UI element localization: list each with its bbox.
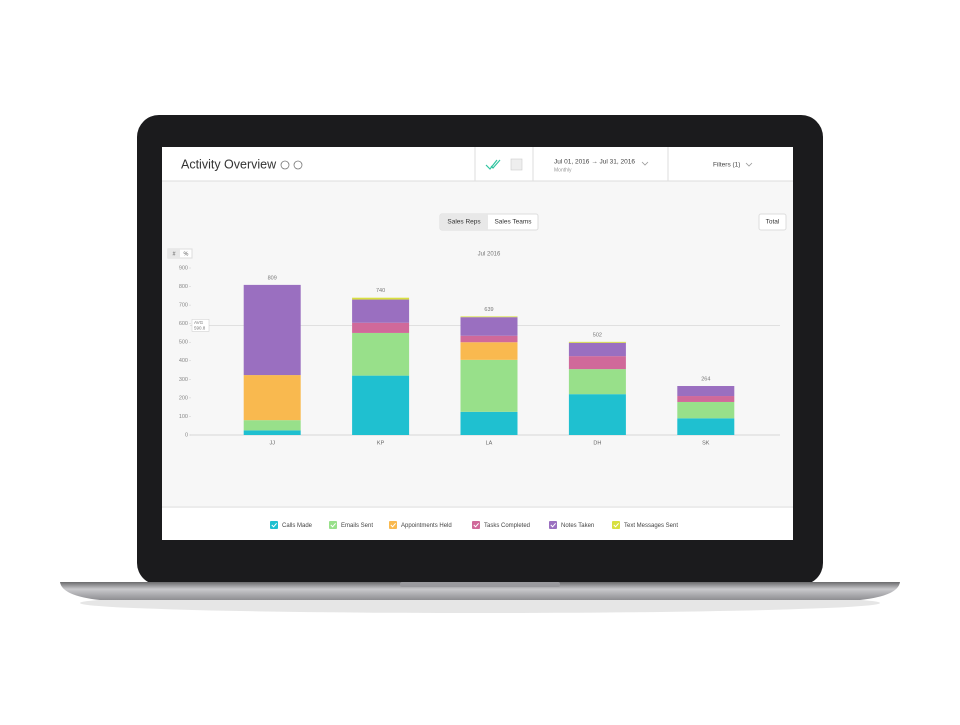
y-tick-label: 700: [179, 303, 188, 309]
legend-checkbox: [389, 521, 397, 529]
bar-segment: [568, 369, 626, 395]
bar-segment: [460, 359, 518, 412]
check-view-icon[interactable]: [485, 159, 501, 170]
legend-check: [473, 522, 479, 528]
bar-segment: [352, 332, 410, 376]
filters-button[interactable]: Filters (1): [713, 162, 753, 169]
average-tag: [191, 319, 210, 332]
bar-segment: [460, 411, 518, 435]
filters-label: Filters (1): [713, 162, 740, 169]
bar-segment: [243, 284, 301, 376]
legend-check: [330, 522, 336, 528]
legend-checkbox: [612, 521, 620, 529]
legend-item[interactable]: Emails Sent: [329, 521, 373, 529]
date-range: Jul 01, 2016 → Jul 31, 2016: [554, 159, 635, 166]
legend-item[interactable]: Calls Made: [270, 521, 313, 529]
bar-segment: [568, 394, 626, 435]
bar-segment: [352, 322, 410, 333]
legend-item[interactable]: Notes Taken: [549, 521, 594, 529]
x-tick-label: SK: [702, 440, 710, 446]
y-tick-label: 400: [179, 358, 188, 364]
count-unit[interactable]: #: [172, 251, 176, 257]
x-tick-label: LA: [486, 440, 493, 446]
bar-segment: [243, 375, 301, 421]
chart-subtitle: Jul 2016: [478, 252, 501, 258]
legend-label: Notes Taken: [561, 523, 594, 529]
bar-segment: [460, 317, 518, 336]
average-value: 590.8: [194, 326, 206, 331]
sales-reps-button[interactable]: Sales Reps: [447, 219, 481, 226]
bar-segment: [352, 297, 410, 300]
bar-segment: [460, 342, 518, 360]
bar-segment: [352, 299, 410, 323]
bar-segment: [677, 396, 735, 402]
help-icon[interactable]: [293, 160, 303, 170]
bar-segment: [460, 316, 518, 318]
bar-segment: [352, 375, 410, 435]
sales-teams-button[interactable]: Sales Teams: [494, 219, 532, 226]
legend-check: [613, 522, 619, 528]
average-label: AVG: [194, 320, 204, 325]
x-tick-label: DH: [593, 440, 601, 446]
info-icon[interactable]: [280, 160, 290, 170]
total-label: 502: [593, 332, 602, 338]
y-tick-label: 300: [179, 377, 188, 383]
percent-unit[interactable]: %: [184, 251, 189, 257]
chevron: [641, 161, 649, 166]
y-tick-label: 900: [179, 265, 188, 271]
laptop-base: [60, 582, 900, 600]
total-frame: [758, 213, 787, 231]
legend-check: [550, 522, 556, 528]
bar-segment: [568, 341, 626, 343]
legend-check: [271, 522, 277, 528]
header-bar: [162, 147, 793, 181]
grid-view-icon[interactable]: [510, 158, 523, 171]
total-label: 264: [701, 376, 710, 382]
date-picker[interactable]: Jul 01, 2016 → Jul 31, 2016 Monthly: [554, 159, 649, 174]
y-tick-label: 500: [179, 340, 188, 346]
legend-label: Emails Sent: [341, 523, 373, 529]
bar-segment: [243, 430, 301, 435]
total-label: 809: [268, 275, 277, 281]
legend-checkbox: [472, 521, 480, 529]
total-button[interactable]: Total: [766, 219, 780, 226]
laptop-notch: [400, 582, 560, 587]
legend-label: Text Messages Sent: [624, 523, 678, 529]
total-label: 639: [484, 307, 493, 313]
legend-item[interactable]: Tasks Completed: [472, 521, 530, 529]
y-tick-label: 100: [179, 414, 188, 420]
legend-checkbox: [270, 521, 278, 529]
y-tick-label: 200: [179, 395, 188, 401]
y-tick-label: 800: [179, 284, 188, 290]
legend-item[interactable]: Text Messages Sent: [612, 521, 678, 529]
y-tick-label: 600: [179, 321, 188, 327]
bar-segment: [460, 335, 518, 343]
legend-check: [390, 522, 396, 528]
bar-segment: [677, 386, 735, 397]
legend-checkbox: [549, 521, 557, 529]
legend-item[interactable]: Appointments Held: [389, 521, 452, 529]
unit-active: [168, 249, 180, 258]
chevron: [745, 162, 753, 167]
x-tick-label: JJ: [269, 440, 275, 446]
total-label: 740: [376, 288, 385, 294]
bar-segment: [568, 356, 626, 370]
toggle-active: [440, 214, 488, 230]
y-tick-label: 0: [185, 432, 188, 438]
period: Monthly: [554, 167, 572, 173]
bar-segment: [677, 418, 735, 435]
bar-segment: [677, 401, 735, 419]
page-title: Activity Overview: [181, 157, 277, 171]
legend-label: Tasks Completed: [484, 523, 530, 529]
mode-toggle: Sales Reps Sales Teams: [439, 213, 539, 231]
bar-segment: [243, 420, 301, 431]
bar-segment: [568, 342, 626, 357]
x-tick-label: KP: [377, 440, 385, 446]
legend-checkbox: [329, 521, 337, 529]
legend-label: Appointments Held: [401, 523, 452, 529]
legend-label: Calls Made: [282, 523, 313, 529]
